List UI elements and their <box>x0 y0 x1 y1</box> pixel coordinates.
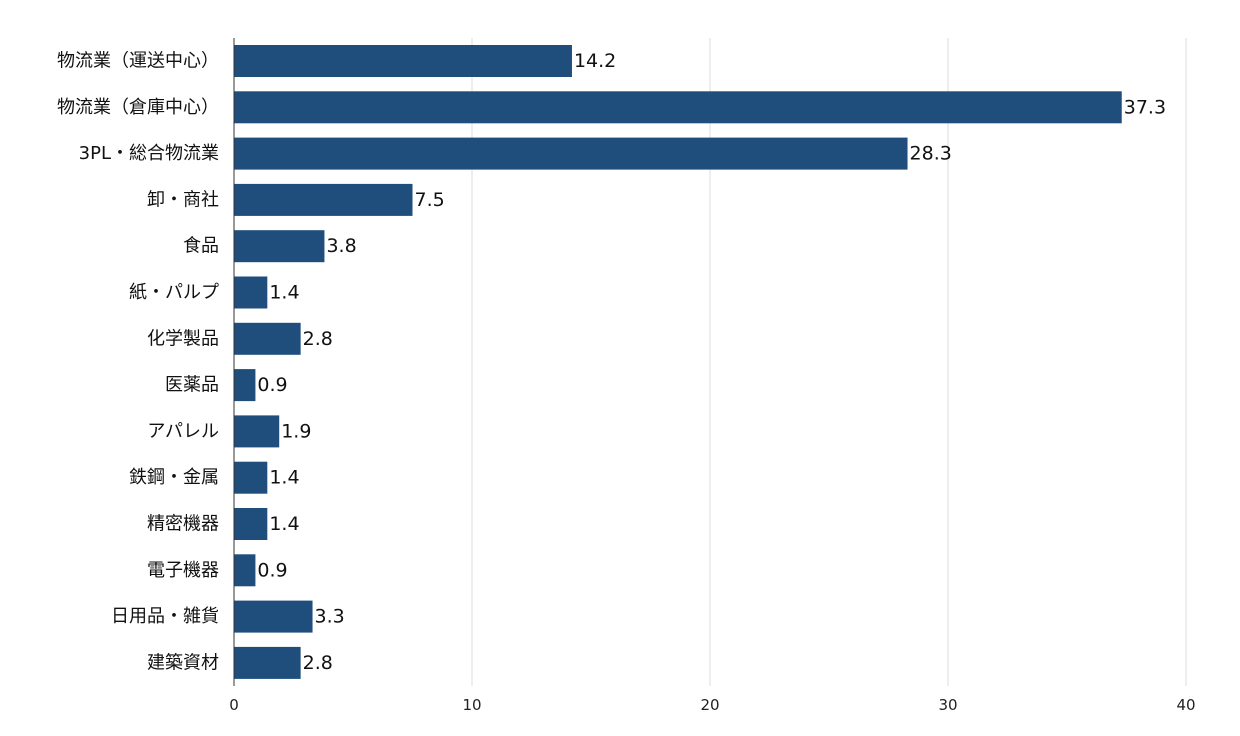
value-labels: 14.2 37.3 28.3 7.5 3.8 1.4 2.8 0.9 1.9 1.4 1.4 0.9 3… <box>257 50 1166 674</box>
value-label: 1.4 <box>269 282 299 304</box>
category-labels: 物流業（運送中心） 物流業（倉庫中心） 3PL・総合物流業卸・商社食品紙・パルプ化学… <box>57 51 219 674</box>
x-tick-label: 30 <box>938 696 957 714</box>
category-label: 日用品・雑貨 <box>111 606 219 627</box>
value-label: 28.3 <box>910 143 952 165</box>
bar <box>234 461 268 494</box>
bar <box>234 91 1122 124</box>
category-label: 食品 <box>183 236 219 257</box>
category-label: アパレル <box>147 421 219 442</box>
bar <box>234 230 325 263</box>
category-label: 紙・パルプ <box>129 282 219 303</box>
category-label: 3PL・総合物流業 <box>79 143 219 164</box>
category-label: 物流業（倉庫中心） <box>57 97 219 118</box>
category-label: 建築資材 <box>147 652 219 673</box>
value-label: 2.8 <box>303 652 333 674</box>
category-label: 化学製品 <box>147 328 219 349</box>
x-tick-label: 40 <box>1176 696 1195 714</box>
value-label: 1.9 <box>281 420 311 442</box>
bar <box>234 554 256 587</box>
bar <box>234 276 268 309</box>
bar <box>234 600 313 633</box>
bar <box>234 183 413 216</box>
bar <box>234 415 280 448</box>
bar <box>234 369 256 402</box>
bar <box>234 508 268 540</box>
value-label: 3.8 <box>326 235 356 257</box>
value-label: 37.3 <box>1124 96 1166 118</box>
x-tick-label: 10 <box>462 696 481 714</box>
x-tick-label: 0 <box>229 696 239 714</box>
value-label: 0.9 <box>257 374 287 396</box>
category-label: 物流業（運送中心） <box>57 51 219 72</box>
category-label: 電子機器 <box>147 560 219 581</box>
value-label: 7.5 <box>415 189 445 211</box>
category-label: 精密機器 <box>147 514 219 535</box>
value-label: 1.4 <box>269 467 299 489</box>
x-axis-ticks: 0 10 20 30 40 <box>229 696 1195 714</box>
bar <box>234 45 572 77</box>
bar <box>234 137 908 170</box>
category-label: 鉄鋼・金属 <box>129 467 219 488</box>
grid-lines <box>471 38 1187 686</box>
value-label: 2.8 <box>303 328 333 350</box>
category-label: 卸・商社 <box>147 189 219 210</box>
bar <box>234 322 301 355</box>
value-label: 0.9 <box>257 559 287 581</box>
value-label: 3.3 <box>315 606 345 628</box>
category-label: 医薬品 <box>165 375 219 396</box>
value-label: 1.4 <box>269 513 299 535</box>
bars <box>234 45 1122 679</box>
x-tick-label: 20 <box>700 696 719 714</box>
bar <box>234 646 301 679</box>
value-label: 14.2 <box>574 50 616 72</box>
